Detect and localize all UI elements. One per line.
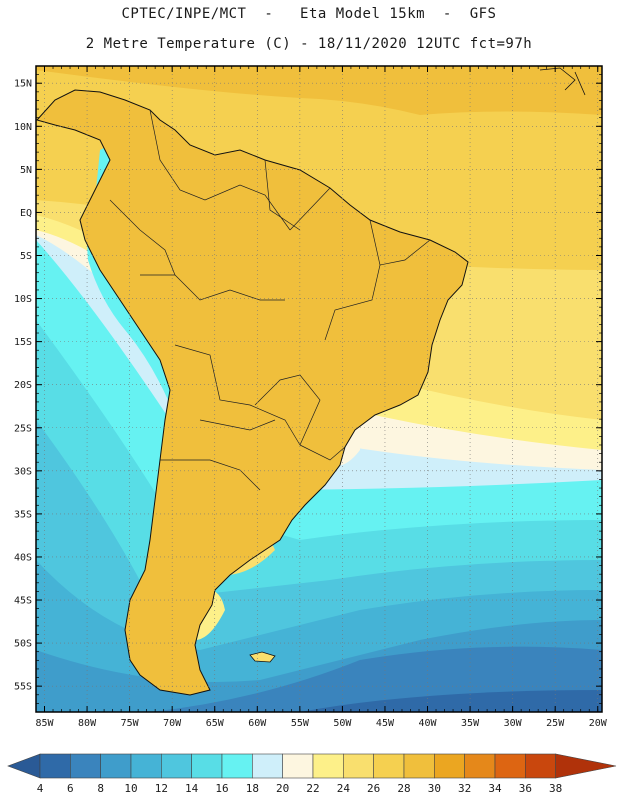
lon-tick-label: 70W	[163, 718, 182, 729]
colorbar-label: 14	[185, 782, 199, 795]
colorbar-swatch	[221, 753, 253, 779]
lon-tick-label: 25W	[546, 718, 565, 729]
colorbar-arrow-high	[555, 753, 617, 779]
map-field	[36, 66, 602, 712]
colorbar-label: 30	[428, 782, 441, 795]
lon-tick-label: 60W	[248, 718, 267, 729]
colorbar-swatch	[282, 753, 314, 779]
lat-tick-label: 55S	[14, 682, 32, 693]
ocean-band-4	[300, 690, 602, 712]
lat-tick-label: 5S	[20, 251, 32, 262]
lat-tick-label: 50S	[14, 639, 32, 650]
lat-tick-label: 10N	[14, 122, 32, 133]
colorbar-swatch	[191, 753, 223, 779]
colorbar-label: 16	[215, 782, 228, 795]
colorbar-swatch	[100, 753, 132, 779]
colorbar-swatch	[130, 753, 162, 779]
colorbar-label: 24	[337, 782, 351, 795]
lon-tick-label: 45W	[376, 718, 395, 729]
lon-tick-label: 40W	[418, 718, 437, 729]
lat-tick-label: 25S	[14, 423, 32, 434]
colorbar-swatch	[39, 753, 71, 779]
colorbar-label: 8	[97, 782, 104, 795]
lat-tick-label: EQ	[20, 208, 32, 219]
lat-tick-label: 30S	[14, 466, 32, 477]
colorbar-swatch	[464, 753, 496, 779]
lon-tick-label: 65W	[206, 718, 225, 729]
lat-tick-label: 15N	[14, 79, 32, 90]
title-line-2: 2 Metre Temperature (C) - 18/11/2020 12U…	[85, 36, 533, 52]
map-frame	[35, 65, 603, 713]
lon-tick-label: 80W	[78, 718, 97, 729]
colorbar-swatch	[70, 753, 101, 779]
colorbar-swatch	[525, 753, 556, 779]
lat-tick-label: 15S	[14, 337, 32, 348]
colorbar-arrow-low	[7, 753, 41, 779]
colorbar-label: 28	[397, 782, 410, 795]
colorbar-label: 10	[124, 782, 137, 795]
colorbar-label: 4	[37, 782, 44, 795]
lat-tick-label: 35S	[14, 509, 32, 520]
lat-tick-label: 45S	[14, 596, 32, 607]
colorbar: 4 6 8 10 12 14 16 18 20 22 24 26 28 30 32 34 36 38	[7, 753, 617, 795]
lon-tick-label: 75W	[121, 718, 140, 729]
lon-tick-label: 85W	[35, 718, 54, 729]
lat-tick-label: 10S	[14, 294, 32, 305]
lon-tick-label: 55W	[291, 718, 310, 729]
colorbar-label: 6	[67, 782, 74, 795]
colorbar-swatch	[161, 753, 192, 779]
colorbar-label: 22	[306, 782, 319, 795]
lon-tick-label: 35W	[461, 718, 480, 729]
ocean-band-28	[36, 66, 602, 115]
lat-tick-label: 40S	[14, 552, 32, 563]
colorbar-label: 18	[246, 782, 259, 795]
title-line-1: CPTEC/INPE/MCT - Eta Model 15km - GFS	[121, 6, 497, 22]
colorbar-swatch	[343, 753, 374, 779]
colorbar-label: 36	[519, 782, 532, 795]
lon-tick-label: 30W	[504, 718, 523, 729]
lat-tick-label: 5N	[20, 165, 32, 176]
axis-ticks: 15N 10N 5N EQ 5S 10S 15S 20S 25S 30S 35S 40S 45S 50S 5…	[14, 66, 608, 729]
lon-tick-label: 50W	[333, 718, 352, 729]
colorbar-swatch	[373, 753, 405, 779]
colorbar-label: 38	[549, 782, 562, 795]
colorbar-label: 32	[458, 782, 471, 795]
colorbar-label: 12	[155, 782, 168, 795]
lon-tick-label: 20W	[589, 718, 608, 729]
falkland-islands	[249, 651, 276, 663]
colorbar-label: 20	[276, 782, 289, 795]
colorbar-swatch	[252, 753, 283, 779]
colorbar-swatch	[403, 753, 435, 779]
lat-tick-label: 20S	[14, 380, 32, 391]
colorbar-label: 34	[488, 782, 502, 795]
colorbar-swatch	[494, 753, 526, 779]
colorbar-swatch	[312, 753, 344, 779]
colorbar-label: 26	[367, 782, 380, 795]
colorbar-swatch	[434, 753, 465, 779]
